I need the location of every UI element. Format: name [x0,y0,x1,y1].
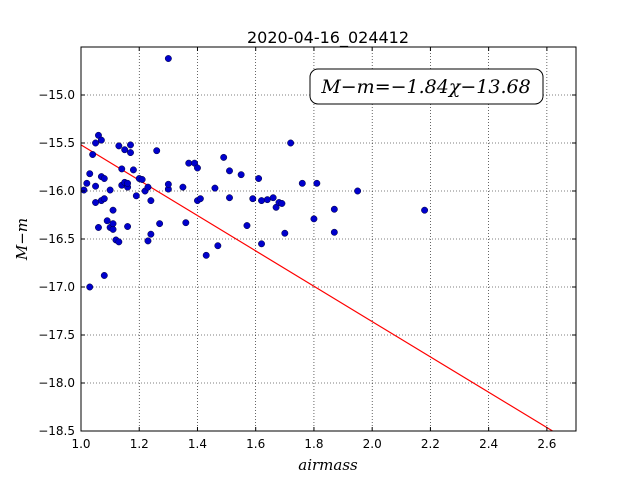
y-tick-label: −16.5 [38,232,75,246]
x-tick-label: 1.8 [304,437,323,451]
data-point [269,194,277,202]
data-point [330,205,338,213]
axis-ticks: 1.0 1.2 1.4 1.6 1.8 2.0 2.2 2.4 2.6 −15.0 −15.5 −16… [38,47,576,451]
data-point [182,219,190,227]
data-point [243,222,251,230]
y-tick-label: −18.0 [38,376,75,390]
data-point [354,187,362,195]
data-point [86,170,94,178]
data-point [313,179,321,187]
data-point [95,224,102,231]
data-point [281,229,289,237]
data-point [164,180,172,188]
data-point [226,194,233,202]
data-point [255,175,263,182]
data-point [124,179,132,187]
data-point [92,182,100,190]
data-point [185,159,193,167]
data-point [202,251,210,259]
x-tick-label: 1.6 [246,437,265,451]
data-point [100,272,108,279]
data-point [179,183,187,191]
data-point [144,183,152,191]
scatter-points [80,55,429,291]
data-point [287,139,295,147]
x-axis-label: airmass [298,456,358,474]
data-point [109,220,117,228]
x-tick-label: 2.4 [479,437,498,451]
fit-line-layer [80,144,553,432]
data-point [89,151,97,158]
y-tick-label: −16.0 [38,184,75,198]
chart-title: 2020-04-16_024412 [247,28,409,48]
data-point [258,197,265,205]
data-point [92,199,100,206]
data-point [211,184,219,192]
data-point [127,141,134,149]
data-point [258,240,265,248]
fit-equation: M−m=−1.84χ−13.68 [320,76,530,98]
data-point [147,197,155,205]
data-point [127,149,134,157]
data-point [118,165,126,173]
data-point [220,153,228,161]
y-tick-label: −17.0 [38,280,75,294]
data-point [132,192,140,200]
data-point [196,195,204,203]
data-point [226,167,233,175]
data-point [298,179,306,187]
x-tick-label: 2.0 [363,437,382,451]
data-point [100,175,108,182]
data-point [278,200,286,207]
data-point [109,225,117,233]
data-point [147,230,155,238]
fit-line [80,144,553,432]
data-point [214,242,222,250]
data-point [121,146,129,154]
data-point [115,238,123,246]
data-point [115,142,123,150]
data-point [103,217,111,225]
y-axis-label: M−m [13,218,31,261]
y-tick-label: −15.0 [38,88,75,102]
data-point [92,139,100,147]
fit-equation-box: M−m=−1.84χ−13.68 [309,68,544,105]
data-point [129,166,137,174]
data-point [421,206,429,214]
data-point [97,136,105,144]
data-point [106,186,114,194]
data-point [124,223,132,230]
y-tick-label: −18.5 [38,424,75,438]
data-point [86,283,94,291]
x-tick-label: 1.0 [71,437,90,451]
data-point [109,206,117,214]
y-tick-label: −15.5 [38,136,75,150]
data-point [153,147,161,155]
y-tick-label: −17.5 [38,328,75,342]
data-point [156,220,164,228]
x-tick-label: 1.4 [188,437,207,451]
data-point [80,186,88,194]
equation-box-frame [309,68,544,105]
x-tick-label: 2.6 [537,437,556,451]
data-point [100,195,108,203]
data-point [194,164,201,172]
data-point [164,55,172,62]
data-point [237,171,245,179]
x-tick-label: 1.2 [130,437,149,451]
data-point [310,215,318,223]
data-point [138,176,146,183]
data-point [330,228,338,236]
data-point [263,196,271,204]
data-point [144,237,152,245]
data-point [83,179,91,187]
data-point [249,195,257,203]
x-tick-label: 2.2 [421,437,440,451]
